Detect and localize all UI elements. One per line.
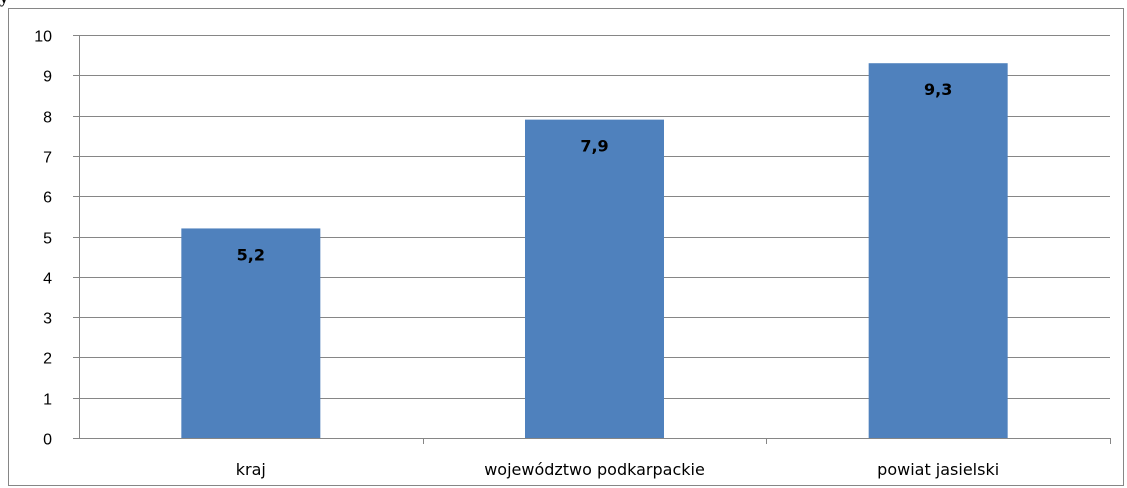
y-tick-label: 7	[43, 150, 52, 167]
y-tick-label: 1	[43, 392, 52, 409]
y-tick-label: 6	[43, 190, 52, 207]
y-tick-label: 8	[43, 110, 52, 127]
labels: 0 1 2 3 4 5 6 7 8 9 10 5,2 kraj 7,9 województwo podkar…	[34, 29, 999, 480]
x-category-label: kraj	[236, 460, 266, 479]
data-label: 9,3	[924, 80, 952, 99]
chart-title-fragment: y	[0, 0, 200, 10]
bars	[181, 63, 1008, 439]
y-tick-label: 3	[43, 311, 52, 328]
bar	[525, 119, 664, 438]
bar	[181, 228, 321, 438]
x-category-label: powiat jasielski	[877, 460, 999, 479]
y-tick-label: 10	[34, 29, 52, 46]
y-tick-label: 5	[43, 231, 52, 248]
y-tick-label: 2	[43, 351, 52, 368]
data-label: 7,9	[580, 137, 608, 156]
bar	[868, 63, 1008, 439]
y-tick-label: 4	[43, 271, 52, 288]
chart-title-text: y	[0, 0, 8, 8]
axes	[73, 35, 1111, 444]
data-label: 5,2	[237, 245, 265, 264]
y-tick-label: 0	[43, 432, 52, 449]
x-category-label: województwo podkarpackie	[484, 460, 705, 479]
y-tick-label: 9	[43, 69, 52, 86]
